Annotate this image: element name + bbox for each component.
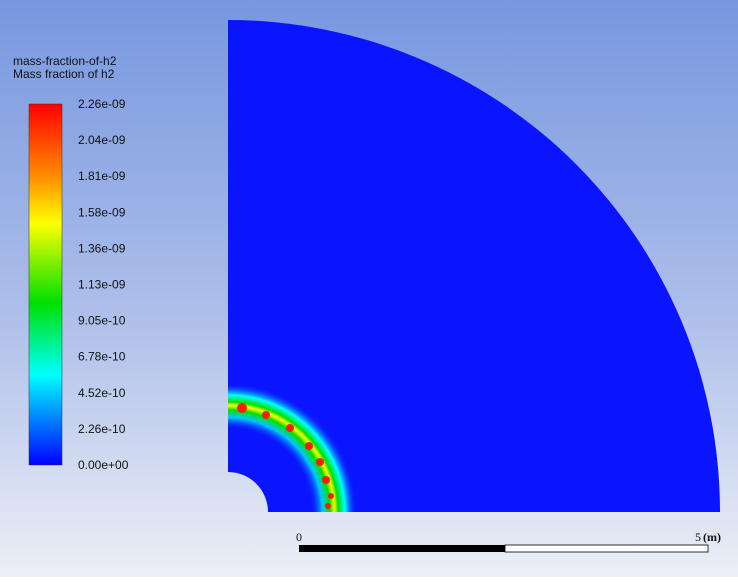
scale-bar-dark: [299, 545, 505, 552]
legend-subtitle: Mass fraction of h2: [13, 67, 115, 81]
colorbar-label: 2.26e-10: [78, 422, 126, 436]
colorbar-label: 9.05e-10: [78, 314, 126, 328]
colorbar-label: 1.81e-09: [78, 169, 126, 183]
colorbar: [28, 103, 63, 466]
scale-start: 0: [296, 530, 302, 544]
hot-spots: [237, 403, 334, 509]
colorbar-label: 0.00e+00: [78, 458, 129, 472]
colorbar-label: 2.26e-09: [78, 97, 126, 111]
colorbar-label: 4.52e-10: [78, 386, 126, 400]
legend-title: mass-fraction-of-h2: [13, 54, 117, 68]
colorbar-label: 2.04e-09: [78, 133, 126, 147]
colorbar-label: 1.13e-09: [78, 278, 126, 292]
domain: [228, 20, 720, 512]
h2-front: [228, 362, 378, 512]
colorbar-label: 1.36e-09: [78, 241, 126, 255]
colorbar-label: 6.78e-10: [78, 350, 126, 364]
scale-unit: (m): [703, 530, 721, 544]
scale-bar-light: [504, 544, 709, 553]
scale-end: 5: [695, 530, 701, 544]
colorbar-label: 1.58e-09: [78, 205, 126, 219]
